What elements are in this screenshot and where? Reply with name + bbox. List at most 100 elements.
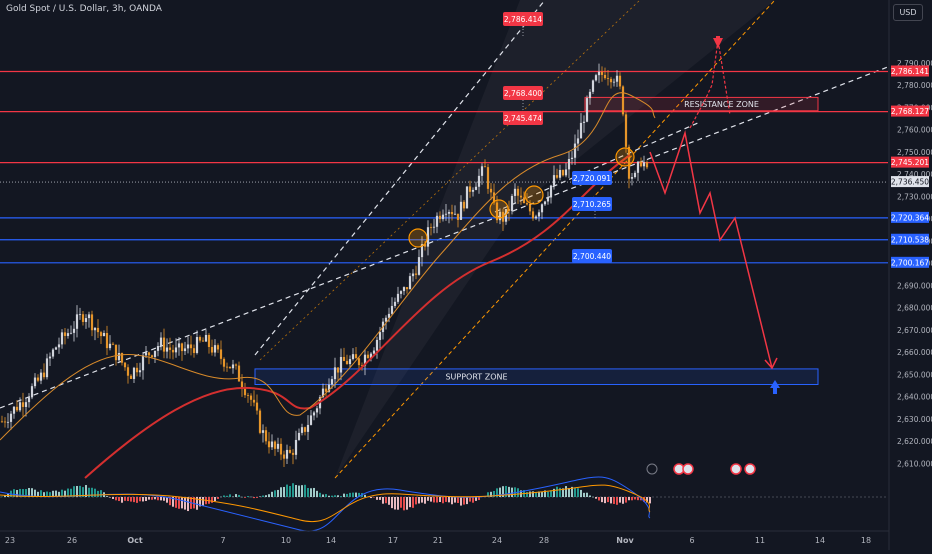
candle — [267, 432, 271, 454]
trendline-steep — [254, 0, 546, 356]
macd-histogram-bar — [160, 497, 162, 501]
flag-event-icon[interactable] — [730, 463, 742, 475]
candle — [507, 200, 511, 221]
macd-histogram-bar — [538, 491, 540, 497]
macd-histogram-bar — [613, 497, 615, 504]
candle-body — [435, 215, 439, 227]
price-callout-label: 2,710.265 — [573, 200, 611, 209]
candle-body — [126, 367, 130, 376]
candle — [513, 183, 517, 205]
candle-body — [3, 421, 7, 423]
candle-body — [300, 427, 304, 433]
macd-histogram-bar — [451, 497, 453, 505]
candle — [276, 437, 280, 453]
candle — [516, 185, 520, 204]
candle — [0, 415, 4, 423]
candle-body — [573, 143, 577, 158]
candle-body — [390, 305, 394, 314]
candle-body — [159, 337, 163, 347]
candle — [300, 423, 304, 436]
macd-histogram-bar — [364, 494, 366, 497]
macd-histogram-bar — [337, 495, 339, 497]
price-callout-label: 2,720.091 — [573, 174, 611, 183]
candle — [390, 297, 394, 315]
candle — [354, 347, 358, 359]
candle — [144, 346, 148, 359]
candle-body — [141, 355, 145, 371]
candle-body — [282, 454, 286, 459]
time-tick-label: 17 — [388, 536, 398, 545]
candle — [393, 297, 397, 309]
candle-body — [264, 430, 268, 442]
candle-body — [213, 345, 217, 353]
candle — [282, 450, 286, 467]
candle-body — [366, 354, 370, 359]
candle — [126, 364, 130, 384]
macd-histogram-bar — [280, 487, 282, 497]
candle — [135, 363, 139, 377]
macd-histogram-bar — [88, 487, 90, 497]
currency-button[interactable]: USD — [893, 4, 923, 21]
time-tick-label: 11 — [755, 536, 765, 545]
flag-event-icon[interactable] — [682, 463, 694, 475]
candle-body — [576, 138, 580, 144]
candle-body — [51, 349, 55, 357]
candle — [108, 335, 112, 351]
macd-histogram-bar — [487, 492, 489, 497]
macd-histogram-bar — [595, 497, 597, 499]
candle-body — [42, 372, 46, 378]
trendline-lower — [494, 121, 701, 213]
macd-histogram-bar — [622, 497, 624, 504]
price-tick-label: 2,730.000 — [897, 192, 932, 201]
macd-signal-line — [0, 484, 651, 523]
lightning-icon[interactable] — [646, 463, 658, 475]
candle-body — [111, 343, 115, 345]
key-level-badge — [891, 65, 929, 77]
candle-body — [627, 146, 631, 179]
candle — [84, 314, 88, 329]
candle — [573, 134, 577, 165]
candle — [168, 337, 172, 359]
macd-histogram-bar — [418, 497, 420, 504]
macd-histogram-bar — [352, 492, 354, 497]
macd-histogram-bar — [586, 492, 588, 497]
flag-event-icon[interactable] — [744, 463, 756, 475]
macd-histogram-bar — [343, 493, 345, 497]
candle — [201, 337, 205, 342]
candle — [432, 218, 436, 234]
macd-histogram-bar — [139, 497, 141, 502]
candle-body — [645, 162, 649, 168]
macd-histogram-bar — [607, 497, 609, 503]
time-tick-label: 26 — [67, 536, 77, 545]
candle-body — [15, 406, 19, 411]
macd-histogram-bar — [109, 497, 111, 498]
macd-histogram-bar — [529, 491, 531, 497]
time-tick-label: 14 — [815, 536, 825, 545]
price-tick-label: 2,780.000 — [897, 81, 932, 90]
candle-body — [180, 343, 184, 352]
macd-histogram-bar — [424, 497, 426, 504]
last-price-label: 2,736.450 — [891, 178, 929, 187]
candle-body — [243, 388, 247, 396]
candle-body — [375, 339, 379, 351]
macd-histogram-bar — [475, 497, 477, 501]
candle-body — [477, 175, 481, 187]
candle-body — [120, 353, 124, 363]
macd-histogram-bar — [346, 493, 348, 497]
macd-histogram-bar — [31, 488, 33, 497]
candle-body — [519, 195, 523, 198]
candle — [270, 434, 274, 451]
price-axis[interactable] — [889, 0, 932, 550]
candle — [228, 366, 232, 369]
candle-body — [369, 353, 373, 359]
candle — [51, 348, 55, 359]
candle-body — [288, 449, 292, 453]
price-callout — [572, 249, 612, 263]
price-callout — [503, 12, 543, 26]
candle-body — [69, 332, 73, 334]
candle-body — [132, 367, 136, 379]
macd-histogram-bar — [541, 491, 543, 497]
candle — [213, 339, 217, 357]
